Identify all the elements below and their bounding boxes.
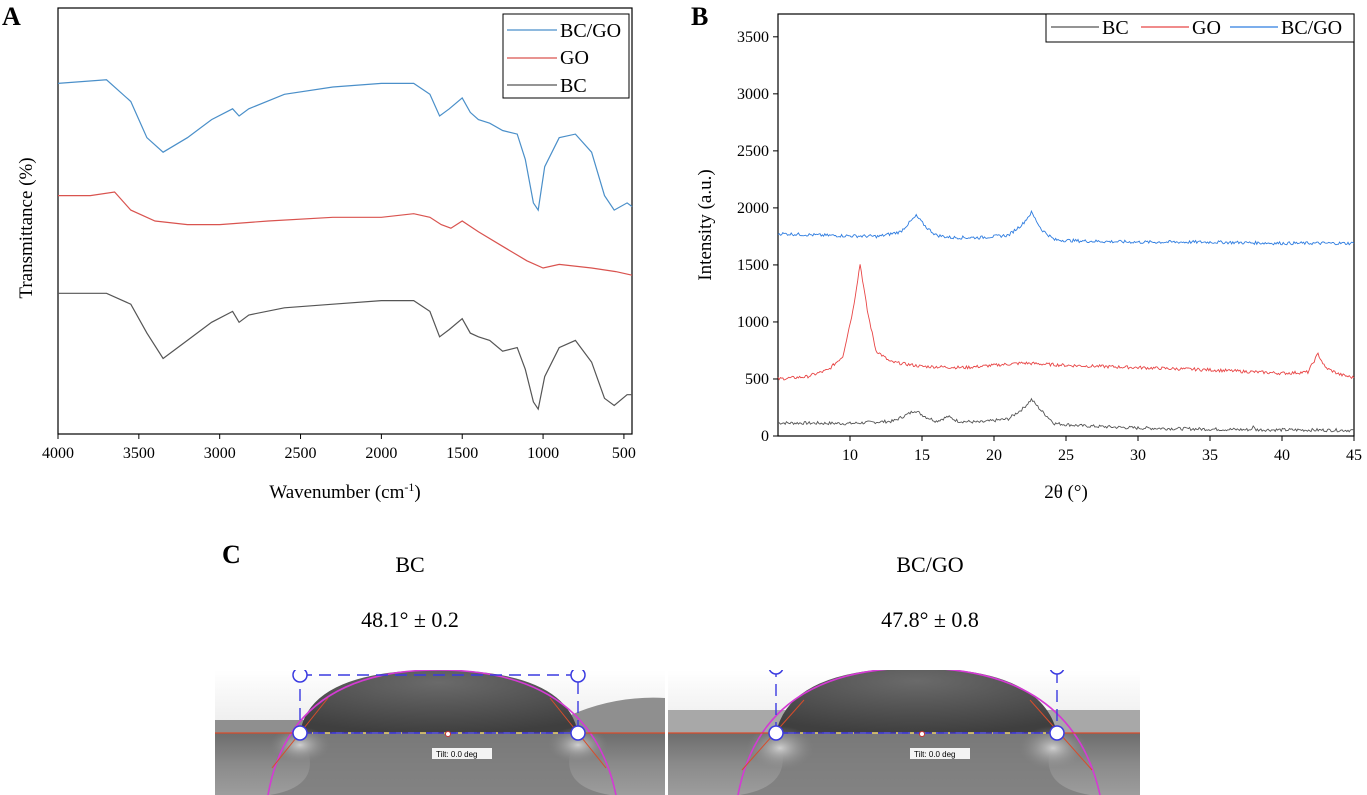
ftir-legend: BC/GO GO BC <box>502 13 630 99</box>
tilt-readout-bc: Tilt: 0.0 deg <box>436 750 478 759</box>
ftir-x-tick-label: 500 <box>612 445 636 462</box>
ftir-series-go <box>58 191 633 276</box>
ftir-plot-frame <box>57 7 633 435</box>
xrd-x-tick-label: 30 <box>1130 447 1146 464</box>
ftir-x-tick-label: 2500 <box>285 445 317 462</box>
xrd-series-go <box>777 264 1355 381</box>
ftir-x-tick-label: 1500 <box>446 445 478 462</box>
angle-value-bcgo: 47.8° ± 0.8 <box>881 607 979 632</box>
xrd-x-tick-label: 10 <box>842 447 858 464</box>
ftir-series-bcgo <box>57 79 633 212</box>
xrd-x-tick-label: 45 <box>1346 447 1362 464</box>
sample-title-bc: BC <box>395 552 425 577</box>
xrd-x-ticks: 10 15 20 25 30 35 40 45 <box>842 436 1362 464</box>
ftir-x-ticks: 4000 3500 3000 2500 2000 1500 1000 500 <box>42 434 636 462</box>
xrd-x-tick-label: 35 <box>1202 447 1218 464</box>
panel-c: C BC 48.1° ± 0.2 BC/GO 47.8° ± 0.8 <box>0 530 1367 795</box>
photo-bcgo: Tilt: 0.0 deg <box>668 670 1140 795</box>
panel-label-a: A <box>2 2 21 31</box>
tilt-readout-bcgo: Tilt: 0.0 deg <box>914 750 956 759</box>
xrd-y-tick-label: 1500 <box>737 257 769 274</box>
xrd-x-tick-label: 20 <box>986 447 1002 464</box>
xrd-y-tick-label: 500 <box>745 371 769 388</box>
legend-label-bcgo: BC/GO <box>1281 17 1342 39</box>
xrd-y-tick-label: 2500 <box>737 143 769 160</box>
xrd-y-axis-title: Intensity (a.u.) <box>695 169 716 280</box>
xrd-y-tick-label: 1000 <box>737 314 769 331</box>
droplet-bcgo <box>776 670 1057 733</box>
ftir-x-tick-label: 2000 <box>365 445 397 462</box>
panel-label-c: C <box>222 540 241 569</box>
ftir-x-axis-title: Wavenumber (cm-1) <box>269 480 420 503</box>
angle-value-bc: 48.1° ± 0.2 <box>361 607 459 632</box>
droplet-bc <box>300 670 578 733</box>
legend-label-go: GO <box>560 47 589 69</box>
xrd-series-bcgo <box>777 209 1355 246</box>
xrd-series-bc <box>777 397 1355 433</box>
xrd-y-tick-label: 0 <box>761 428 769 445</box>
xrd-x-tick-label: 15 <box>914 447 930 464</box>
xrd-x-axis-title: 2θ (°) <box>1044 482 1088 503</box>
xrd-y-ticks: 0 500 1000 1500 2000 2500 3000 3500 <box>737 29 778 445</box>
panel-label-b: B <box>691 2 708 31</box>
xrd-y-tick-label: 3500 <box>737 29 769 46</box>
xrd-x-tick-label: 40 <box>1274 447 1290 464</box>
sample-title-bcgo: BC/GO <box>896 552 964 577</box>
ftir-x-tick-label: 1000 <box>527 445 559 462</box>
legend-label-bcgo: BC/GO <box>560 20 621 42</box>
xrd-series-group <box>777 209 1355 433</box>
legend-label-go: GO <box>1192 17 1221 39</box>
legend-label-bc: BC <box>1102 17 1129 39</box>
ftir-series-group <box>57 79 633 411</box>
xrd-chart: B 10 15 20 25 30 35 40 45 0 500 1000 1500 2000 2500 3… <box>691 2 1362 503</box>
ftir-chart: A 4000 3500 3000 2500 2000 1500 1000 500 BC/GO … <box>2 2 636 503</box>
ftir-x-tick-label: 4000 <box>42 445 74 462</box>
photo-bc: Tilt: 0.0 deg <box>215 670 665 795</box>
ftir-y-axis-title: Transmittance (%) <box>16 157 37 298</box>
contact-angle-photos: Tilt: 0.0 deg Tilt: 0.0 deg <box>215 670 1140 795</box>
xrd-x-tick-label: 25 <box>1058 447 1074 464</box>
legend-label-bc: BC <box>560 75 587 97</box>
ftir-x-tick-label: 3000 <box>204 445 236 462</box>
xrd-legend: BC GO BC/GO <box>1045 13 1355 43</box>
xrd-plot-frame <box>777 13 1355 437</box>
xrd-y-tick-label: 2000 <box>737 200 769 217</box>
xrd-y-tick-label: 3000 <box>737 86 769 103</box>
ftir-series-bc <box>58 292 632 411</box>
ftir-x-tick-label: 3500 <box>123 445 155 462</box>
